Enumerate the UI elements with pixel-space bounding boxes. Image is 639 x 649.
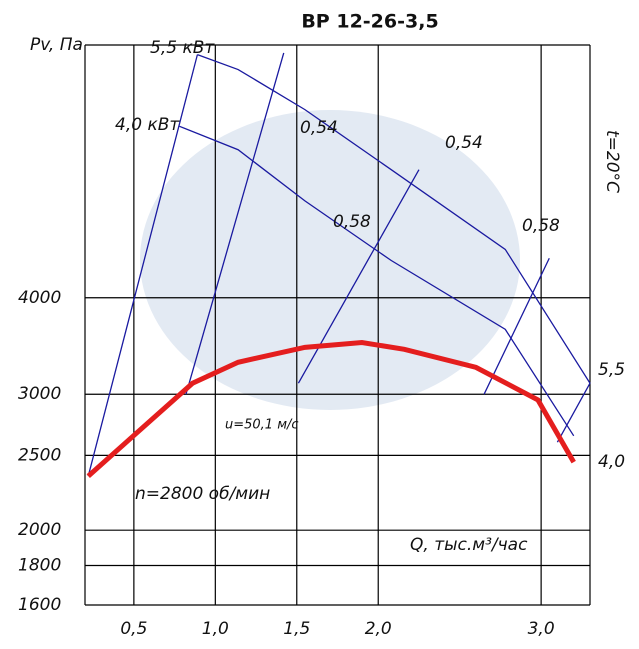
x-tick-label: 1,0 [202,619,229,639]
reference-line [87,54,199,477]
y-tick-label: 1600 [18,595,61,615]
series-line [197,53,591,384]
chart-title: ВР 12-26-3,5 [301,11,438,33]
annotation: u=50,1 м/с [225,418,299,433]
x-axis-label: Q, тыс.м³/час [410,535,528,555]
annotation: 5,5 кВт [150,38,215,58]
reference-line [185,52,285,395]
background-logo [140,110,520,410]
y-axis-label: Pv, Па [30,35,83,55]
annotation: 0,54 [300,118,338,138]
series-line [179,125,575,437]
y-tick-label: 4000 [18,288,61,308]
x-tick-label: 3,0 [528,619,555,639]
x-tick-label: 0,5 [120,619,147,639]
annotation: 4,0 [598,452,625,472]
annotation: 0,58 [333,212,371,232]
y-tick-label: 2500 [18,445,61,465]
annotation: t=20°C [602,130,622,193]
x-tick-label: 1,5 [283,619,310,639]
annotation: 0,54 [445,133,483,153]
annotation: n=2800 об/мин [135,484,270,504]
annotation: 4,0 кВт [115,115,180,135]
reference-line [483,257,550,395]
series-line [86,340,576,478]
reference-line [556,382,591,443]
y-tick-label: 1800 [18,556,61,576]
y-tick-label: 2000 [18,520,61,540]
annotation: 5,5 [598,360,625,380]
annotation: 0,58 [522,216,560,236]
x-tick-label: 2,0 [365,619,392,639]
y-tick-label: 3000 [18,384,61,404]
